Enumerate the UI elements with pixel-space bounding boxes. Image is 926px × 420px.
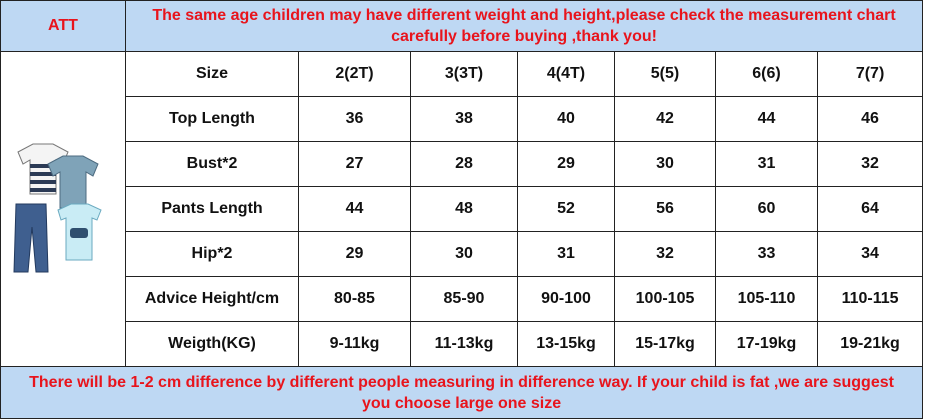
cell: 5(5) (614, 51, 716, 97)
cell: 40 (517, 96, 615, 142)
cell: 34 (816, 231, 924, 277)
table-row: Hip*2 29 30 31 32 33 34 (1, 231, 924, 277)
cell: 9-11kg (298, 321, 411, 367)
cell: 46 (816, 96, 924, 142)
cell: 100-105 (614, 276, 716, 322)
cell: 80-85 (298, 276, 411, 322)
header-row: ATT The same age children may have diffe… (0, 0, 924, 52)
cell: 38 (410, 96, 518, 142)
row-label: Advice Height/cm (125, 276, 299, 322)
footer-row: There will be 1-2 cm difference by diffe… (0, 366, 924, 419)
footer-notice: There will be 1-2 cm difference by diffe… (0, 366, 924, 419)
row-label: Bust*2 (125, 141, 299, 187)
row-label: Size (125, 51, 299, 97)
cell: 30 (410, 231, 518, 277)
cell: 13-15kg (517, 321, 615, 367)
table-row: Bust*2 27 28 29 30 31 32 (1, 141, 924, 187)
cell: 11-13kg (410, 321, 518, 367)
cell: 32 (614, 231, 716, 277)
cell: 56 (614, 186, 716, 232)
cell: 15-17kg (614, 321, 716, 367)
cell: 44 (715, 96, 818, 142)
cell: 110-115 (816, 276, 924, 322)
cell: 52 (517, 186, 615, 232)
cell: 3(3T) (410, 51, 518, 97)
cell: 27 (298, 141, 411, 187)
cell: 32 (816, 141, 924, 187)
table-row: Size 2(2T) 3(3T) 4(4T) 5(5) 6(6) 7(7) (0, 51, 924, 367)
cell: 29 (298, 231, 411, 277)
table-row: Pants Length 44 48 52 56 60 64 (1, 186, 924, 232)
cell: 29 (517, 141, 615, 187)
cell: 90-100 (517, 276, 615, 322)
cell: 17-19kg (715, 321, 818, 367)
cell: 4(4T) (517, 51, 615, 97)
table-row: Weigth(KG) 9-11kg 11-13kg 13-15kg 15-17kg 17-… (1, 321, 924, 367)
cell: 33 (715, 231, 818, 277)
cell: 44 (298, 186, 411, 232)
row-label: Weigth(KG) (125, 321, 299, 367)
cell: 19-21kg (816, 321, 924, 367)
header-notice: The same age children may have different… (124, 0, 924, 52)
table-row: Advice Height/cm 80-85 85-90 90-100 100-105 1… (1, 276, 924, 322)
cell: 2(2T) (298, 51, 411, 97)
cell: 85-90 (410, 276, 518, 322)
cell: 36 (298, 96, 411, 142)
product-image (0, 51, 126, 367)
cell: 105-110 (715, 276, 818, 322)
cell: 31 (715, 141, 818, 187)
cell: 64 (816, 186, 924, 232)
clothes-illustration (13, 143, 102, 272)
row-label: Top Length (125, 96, 299, 142)
cell: 42 (614, 96, 716, 142)
cell: 28 (410, 141, 518, 187)
cell: 31 (517, 231, 615, 277)
cell: 6(6) (715, 51, 818, 97)
cell: 30 (614, 141, 716, 187)
header-label: ATT (0, 0, 126, 52)
row-label: Hip*2 (125, 231, 299, 277)
row-label: Pants Length (125, 186, 299, 232)
table-row: Top Length 36 38 40 42 44 46 (1, 96, 924, 142)
cell: 7(7) (816, 51, 924, 97)
cell: 48 (410, 186, 518, 232)
cell: 60 (715, 186, 818, 232)
